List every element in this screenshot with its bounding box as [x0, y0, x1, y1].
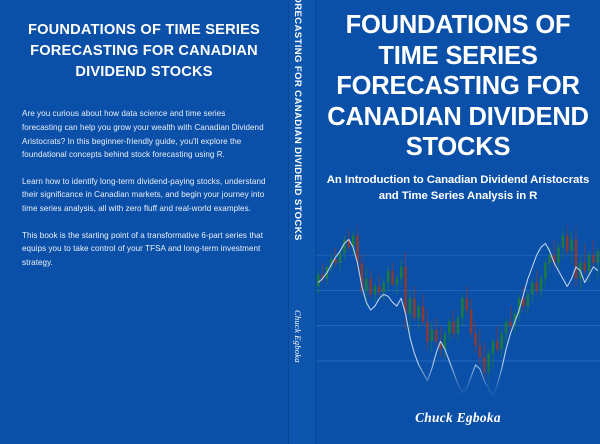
candle-body	[351, 235, 355, 248]
back-cover-panel: FOUNDATIONS OF TIME SERIES FORECASTING F…	[0, 0, 288, 444]
candle-body	[522, 298, 525, 307]
candle-body	[421, 306, 425, 322]
candle-body	[417, 306, 420, 318]
back-cover-paragraph-3: This book is the starting point of a tra…	[22, 230, 264, 267]
back-cover-title: FOUNDATIONS OF TIME SERIES FORECASTING F…	[28, 22, 260, 81]
candle-body	[369, 278, 372, 295]
candle-body	[360, 262, 364, 291]
candle-body	[439, 341, 442, 350]
candle-body	[382, 282, 385, 293]
candle-body	[496, 341, 499, 350]
candle-body	[334, 259, 337, 263]
candle-body	[378, 286, 381, 293]
candlestick-chart	[316, 212, 600, 408]
candle-body	[544, 262, 547, 279]
candle-body	[461, 298, 464, 318]
candle-body	[321, 274, 324, 279]
candle-body	[330, 259, 333, 267]
back-cover-paragraph-2: Learn how to identify long-term dividend…	[22, 176, 266, 214]
candle-body	[430, 329, 434, 342]
front-cover-title: FOUNDATIONS OF TIME SERIES FORECASTING F…	[327, 11, 589, 162]
candle-body	[531, 282, 534, 295]
candle-body	[456, 317, 460, 334]
back-cover-paragraph-1: Are you curious about how data science a…	[22, 109, 264, 160]
spine-author: Chuck Egboka	[293, 310, 303, 363]
candle-body	[474, 333, 477, 346]
candle-body	[539, 278, 543, 291]
candle-body	[561, 235, 565, 248]
candle-body	[487, 353, 490, 373]
candle-body	[395, 278, 399, 285]
front-cover-subtitle: An Introduction to Canadian Dividend Ari…	[326, 173, 590, 203]
candle-body	[500, 333, 503, 350]
candle-body	[347, 239, 350, 248]
candle-body	[452, 321, 455, 334]
candle-body	[434, 329, 438, 342]
candle-body	[509, 321, 512, 326]
candle-body	[491, 341, 495, 354]
candle-body	[587, 255, 591, 271]
candle-body	[535, 282, 538, 291]
candle-body	[592, 255, 595, 263]
candle-body	[548, 255, 551, 263]
candle-body	[596, 251, 600, 263]
candlestick-chart-svg	[316, 223, 600, 397]
spine-content: FOUNDATIONS OF TIME SERIES FORECASTING F…	[289, 0, 315, 444]
candle-body	[443, 333, 447, 350]
candle-body	[316, 274, 320, 287]
candle-body	[566, 235, 569, 252]
candle-body	[526, 294, 530, 307]
candle-body	[469, 310, 473, 334]
front-cover-author: Chuck Egboka	[415, 410, 501, 425]
candle-body	[404, 266, 407, 314]
front-cover-panel: FOUNDATIONS OF TIME SERIES FORECASTING F…	[316, 0, 600, 444]
candle-body	[583, 262, 586, 271]
candle-body	[413, 298, 416, 318]
candle-body	[426, 321, 429, 342]
candle-body	[408, 298, 412, 314]
candle-body	[570, 239, 573, 252]
candle-body	[557, 247, 560, 263]
candle-body	[399, 266, 403, 279]
book-spine: FOUNDATIONS OF TIME SERIES FORECASTING F…	[288, 0, 316, 444]
candle-body	[343, 239, 346, 254]
candle-body	[391, 270, 394, 285]
spine-title: FOUNDATIONS OF TIME SERIES FORECASTING F…	[292, 0, 303, 241]
candle-body	[478, 345, 482, 358]
candle-body	[574, 239, 578, 279]
back-cover-description: Are you curious about how data science a…	[22, 107, 266, 269]
candle-body	[373, 286, 377, 295]
candle-body	[517, 298, 521, 314]
candle-body	[356, 235, 359, 263]
candle-body	[552, 255, 556, 263]
candle-body	[448, 321, 451, 334]
candle-body	[386, 270, 390, 283]
candle-body	[513, 313, 517, 326]
candle-body	[504, 321, 508, 334]
candle-body	[338, 253, 342, 263]
candle-body	[365, 278, 368, 291]
candle-body	[482, 357, 486, 373]
candle-body	[465, 298, 468, 310]
